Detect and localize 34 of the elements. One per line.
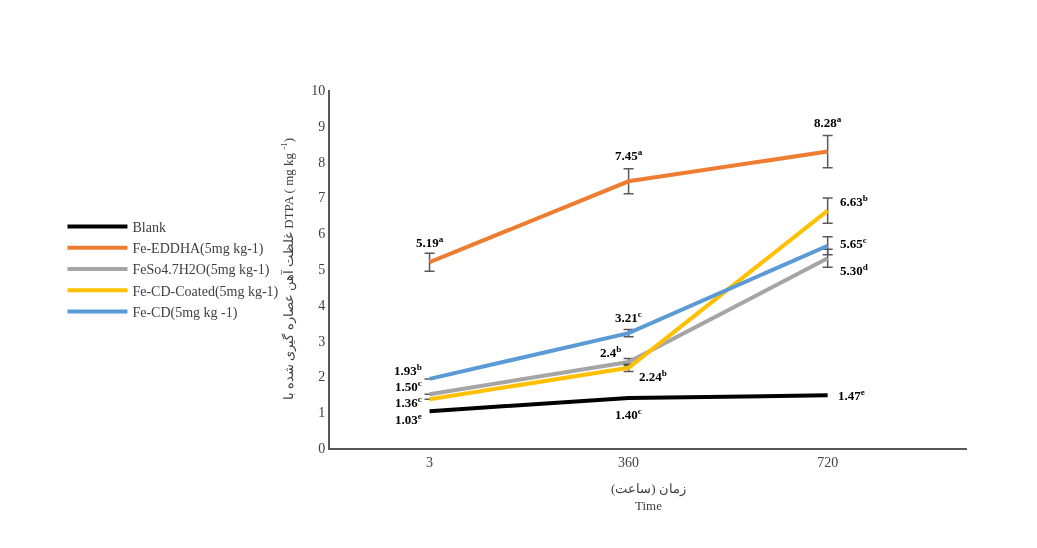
legend-label: Fe-CD-Coated(5mg kg-1) — [132, 283, 279, 300]
legend-label: Fe-EDDHA(5mg kg-1) — [132, 241, 264, 258]
y-tick-label: 7 — [318, 190, 326, 206]
x-tick-label: 3 — [426, 454, 434, 470]
legend-label: Blank — [132, 220, 166, 236]
data-label: 1.47$^{e}$ — [838, 387, 865, 404]
legend-label: Fe-CD(5mg kg -1) — [132, 304, 238, 321]
data-label: 2.4$^{b}$ — [600, 344, 622, 361]
data-label: 5.30$^{d}$ — [840, 262, 868, 279]
data-label: 5.19$^{a}$ — [416, 234, 444, 251]
y-tick-label: 9 — [318, 118, 326, 134]
data-label: 5.65$^{c}$ — [840, 235, 867, 252]
y-tick-label: 6 — [318, 226, 326, 242]
data-label: 8.28$^{a}$ — [814, 114, 842, 131]
legend-label: FeSo4.7H2O(5mg kg-1) — [132, 262, 270, 279]
data-label: 2.24$^{b}$ — [639, 368, 667, 385]
data-label: 1.93$^{b}$ — [394, 362, 422, 379]
x-tick-label: 360 — [618, 454, 640, 470]
y-tick-label: 5 — [318, 261, 326, 277]
y-tick-label: 10 — [311, 82, 326, 98]
data-label: 1.36$^{c}$ — [395, 394, 422, 411]
data-label: 1.03$^{e}$ — [395, 411, 422, 428]
x-tick-label: 720 — [817, 454, 839, 470]
y-tick-label: 1 — [318, 405, 326, 421]
data-label: 1.40$^{c}$ — [615, 406, 642, 423]
data-label: 6.63$^{b}$ — [840, 193, 868, 210]
y-tick-label: 3 — [318, 333, 326, 349]
data-label: 1.50$^{c}$ — [395, 378, 422, 395]
y-tick-label: 2 — [318, 369, 326, 385]
y-tick-label: 8 — [318, 154, 326, 170]
y-tick-label: 0 — [318, 440, 326, 456]
data-label: 3.21$^{c}$ — [615, 309, 642, 326]
data-label: 7.45$^{a}$ — [615, 147, 643, 164]
y-tick-label: 4 — [318, 297, 326, 313]
